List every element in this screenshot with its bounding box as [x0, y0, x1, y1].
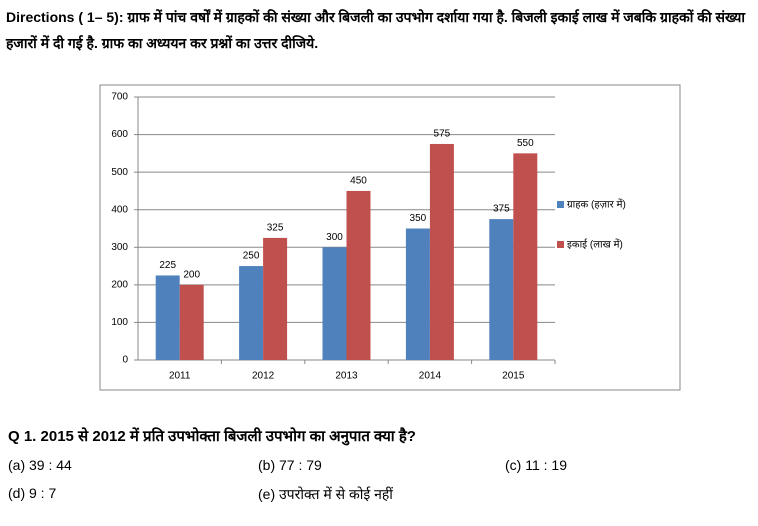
legend-swatch — [557, 241, 564, 248]
directions: Directions ( 1– 5): ग्राफ में पांच वर्षो… — [6, 9, 745, 51]
bar — [429, 143, 454, 360]
data-label: 200 — [183, 269, 200, 280]
y-tick-label: 100 — [111, 317, 128, 328]
legend-swatch — [557, 201, 564, 208]
option: (c) 11 : 19 — [505, 457, 567, 473]
bar — [346, 190, 371, 360]
option: (b) 77 : 79 — [258, 457, 322, 473]
y-tick-label: 300 — [111, 242, 128, 253]
y-tick-label: 400 — [111, 204, 128, 215]
data-label: 550 — [517, 138, 534, 149]
data-label: 450 — [350, 176, 367, 187]
legend-label: इकाई (लाख में) — [567, 239, 623, 251]
bar — [155, 275, 180, 360]
data-label: 575 — [434, 129, 451, 140]
x-tick-label: 2011 — [169, 371, 191, 382]
y-tick-label: 500 — [111, 167, 128, 178]
x-tick-label: 2014 — [419, 371, 442, 382]
bar — [489, 219, 514, 360]
y-tick-label: 0 — [122, 355, 128, 366]
y-tick-label: 600 — [111, 129, 128, 140]
data-label: 375 — [493, 204, 510, 215]
y-tick-label: 200 — [111, 279, 128, 290]
legend-label: ग्राहक (हज़ार में) — [567, 199, 626, 211]
data-label: 325 — [267, 223, 284, 234]
bar — [513, 153, 538, 360]
x-tick-label: 2015 — [502, 371, 525, 382]
data-label: 250 — [243, 251, 260, 262]
bar — [179, 284, 204, 360]
bar — [322, 247, 347, 360]
option: (e) उपरोक्त में से कोई नहीं — [258, 486, 393, 502]
y-tick-label: 700 — [111, 92, 128, 103]
data-label: 225 — [159, 260, 176, 271]
data-label: 300 — [326, 232, 343, 243]
data-label: 350 — [410, 213, 427, 224]
option: (d) 9 : 7 — [8, 485, 57, 501]
x-tick-label: 2012 — [252, 371, 275, 382]
x-tick-label: 2013 — [335, 371, 358, 382]
question: Q 1. 2015 से 2012 में प्रति उपभोक्ता बिज… — [8, 428, 416, 445]
bar — [239, 266, 264, 360]
option: (a) 39 : 44 — [8, 457, 72, 473]
bar — [263, 237, 288, 360]
bar — [405, 228, 430, 360]
